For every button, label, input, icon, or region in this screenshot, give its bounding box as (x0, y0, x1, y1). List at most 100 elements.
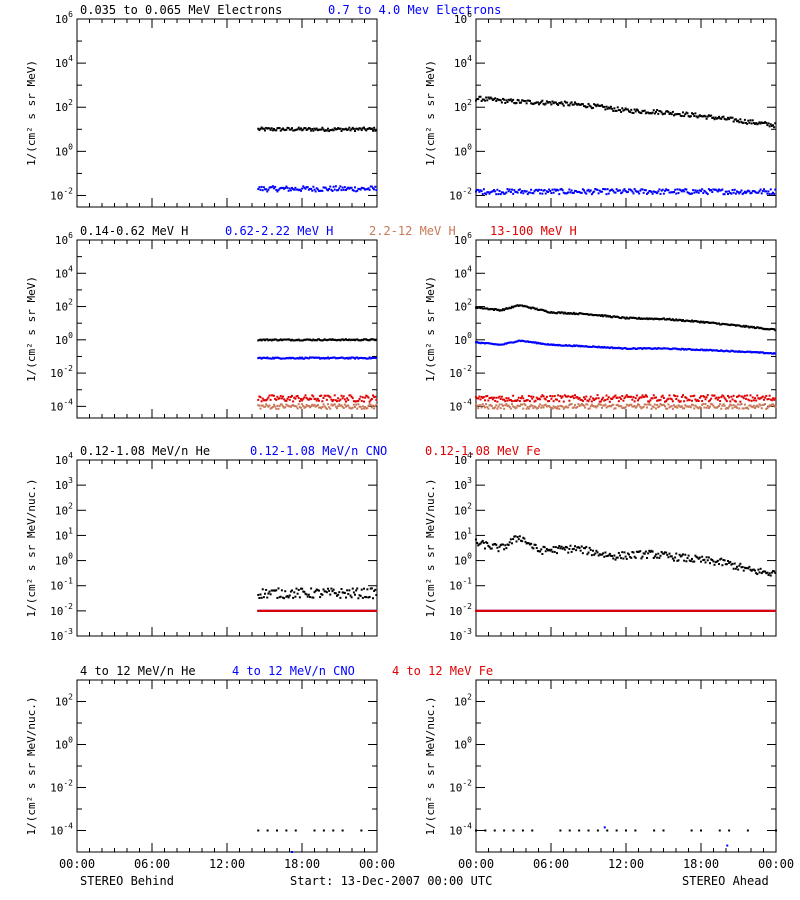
data-point (507, 307, 510, 310)
data-point (268, 127, 271, 130)
data-point (578, 404, 581, 407)
data-point (571, 609, 574, 612)
data-point (547, 191, 549, 194)
data-point (484, 406, 486, 409)
data-point (774, 122, 777, 125)
data-point (531, 397, 534, 400)
data-point (746, 609, 749, 612)
data-point (641, 109, 644, 112)
data-point (730, 404, 733, 407)
data-point (611, 316, 614, 319)
data-point (511, 100, 513, 103)
data-point (361, 187, 364, 190)
data-point (755, 609, 758, 612)
data-point (562, 104, 565, 107)
data-point (323, 357, 326, 360)
data-point (287, 395, 290, 398)
data-point (279, 595, 282, 598)
data-point (668, 317, 671, 320)
data-point (683, 348, 686, 351)
data-point (623, 551, 626, 554)
data-point (642, 552, 645, 555)
data-point (590, 313, 593, 316)
data-point (517, 304, 520, 307)
data-point (584, 345, 587, 348)
data-point (641, 348, 644, 351)
data-point (705, 396, 708, 399)
data-point (646, 406, 648, 409)
data-point (354, 593, 356, 596)
data-point (682, 189, 684, 192)
data-point (480, 609, 483, 612)
data-point (713, 349, 716, 352)
data-point (355, 356, 358, 359)
data-point (535, 609, 538, 612)
data-point (361, 357, 364, 360)
data-point (562, 609, 565, 612)
data-point (563, 100, 566, 103)
data-point (766, 571, 769, 574)
data-point (675, 318, 678, 321)
data-point (765, 328, 768, 331)
data-point (670, 555, 673, 558)
data-point (715, 349, 718, 352)
data-point (374, 129, 377, 132)
x-tick-label: 00:00 (758, 857, 794, 871)
series-0-62-2-22-mev-h (475, 339, 777, 355)
data-point (607, 405, 610, 408)
data-point (556, 609, 558, 612)
data-point (640, 317, 643, 320)
data-point (747, 609, 750, 612)
data-point (583, 609, 585, 612)
data-point (759, 122, 762, 125)
data-point (705, 406, 708, 409)
data-point (728, 829, 731, 832)
data-point (613, 407, 616, 410)
data-point (311, 596, 314, 599)
data-point (339, 339, 342, 342)
data-point (584, 313, 587, 316)
data-point (764, 396, 767, 399)
data-point (725, 609, 728, 612)
data-point (601, 406, 603, 409)
data-point (650, 407, 653, 410)
data-point (494, 609, 497, 612)
y-tick-label: 10-4 (50, 397, 73, 413)
data-point (624, 189, 627, 192)
data-point (624, 609, 627, 612)
data-point (732, 350, 735, 353)
data-point (689, 406, 692, 409)
data-point (659, 554, 662, 557)
data-point (478, 404, 481, 407)
data-point (599, 553, 602, 556)
y-tick-label: 100 (55, 552, 73, 568)
data-point (640, 396, 643, 399)
data-point (597, 609, 600, 612)
data-point (596, 188, 599, 191)
data-point (487, 191, 490, 194)
data-point (560, 101, 563, 104)
data-point (695, 348, 698, 351)
data-point (581, 400, 584, 403)
data-point (333, 394, 336, 397)
data-point (498, 403, 501, 406)
data-point (475, 609, 477, 612)
data-point (273, 394, 275, 397)
data-point (630, 189, 633, 192)
data-point (541, 404, 544, 407)
data-point (517, 339, 520, 342)
data-point (516, 98, 519, 101)
data-point (620, 405, 623, 408)
data-point (741, 395, 744, 398)
data-point (621, 395, 624, 398)
data-point (682, 319, 684, 322)
data-point (732, 404, 735, 407)
data-point (611, 404, 614, 407)
data-point (268, 338, 271, 341)
data-point (538, 103, 540, 106)
data-point (372, 129, 374, 132)
data-point (372, 338, 374, 341)
data-point (322, 397, 325, 400)
data-point (571, 345, 574, 348)
data-point (296, 339, 299, 342)
